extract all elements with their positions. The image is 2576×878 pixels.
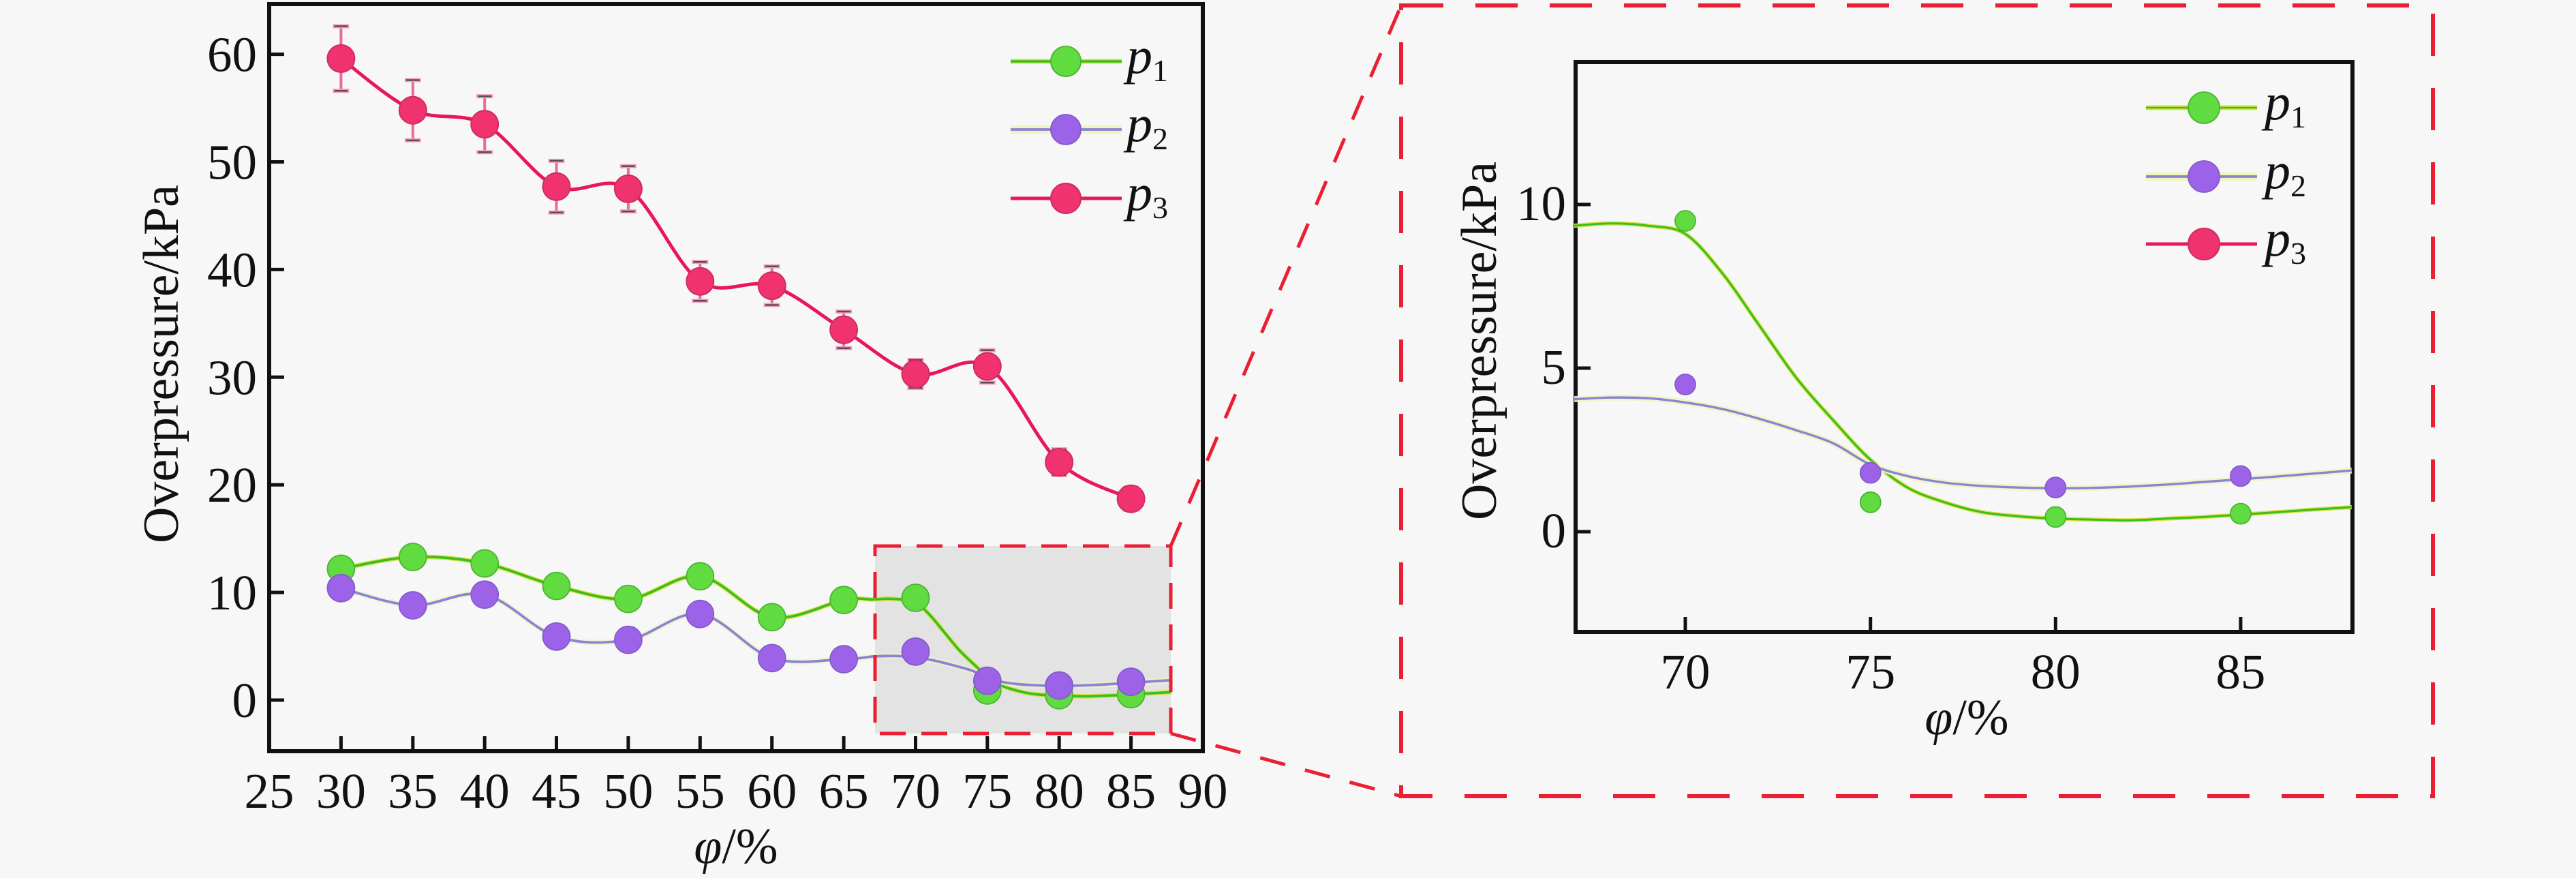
svg-text:50: 50 [207, 135, 257, 190]
svg-text:75: 75 [1845, 644, 1895, 699]
svg-text:50: 50 [603, 763, 653, 819]
svg-text:25: 25 [245, 763, 294, 819]
svg-text:Overpressure/kPa: Overpressure/kPa [134, 185, 189, 543]
svg-text:35: 35 [388, 763, 438, 819]
svg-text:60: 60 [207, 27, 257, 82]
svg-text:φ/%: φ/% [694, 819, 778, 875]
svg-text:0: 0 [1542, 503, 1567, 558]
svg-text:10: 10 [207, 565, 257, 620]
svg-text:20: 20 [207, 457, 257, 513]
svg-text:90: 90 [1178, 763, 1228, 819]
svg-text:60: 60 [747, 763, 797, 819]
svg-text:Overpressure/kPa: Overpressure/kPa [1452, 162, 1507, 520]
svg-text:75: 75 [962, 763, 1012, 819]
svg-text:85: 85 [1106, 763, 1156, 819]
svg-text:45: 45 [532, 763, 581, 819]
svg-text:40: 40 [460, 763, 510, 819]
svg-text:10: 10 [1516, 176, 1566, 231]
svg-text:5: 5 [1542, 339, 1567, 395]
svg-text:0: 0 [232, 673, 258, 728]
svg-text:65: 65 [819, 763, 869, 819]
svg-text:30: 30 [207, 350, 257, 405]
svg-text:85: 85 [2215, 644, 2265, 699]
svg-text:80: 80 [1034, 763, 1084, 819]
svg-text:55: 55 [675, 763, 725, 819]
svg-text:40: 40 [207, 242, 257, 297]
svg-text:70: 70 [891, 763, 940, 819]
svg-text:80: 80 [2031, 644, 2081, 699]
svg-text:φ/%: φ/% [1925, 690, 2008, 746]
svg-text:30: 30 [316, 763, 366, 819]
svg-text:70: 70 [1661, 644, 1711, 699]
